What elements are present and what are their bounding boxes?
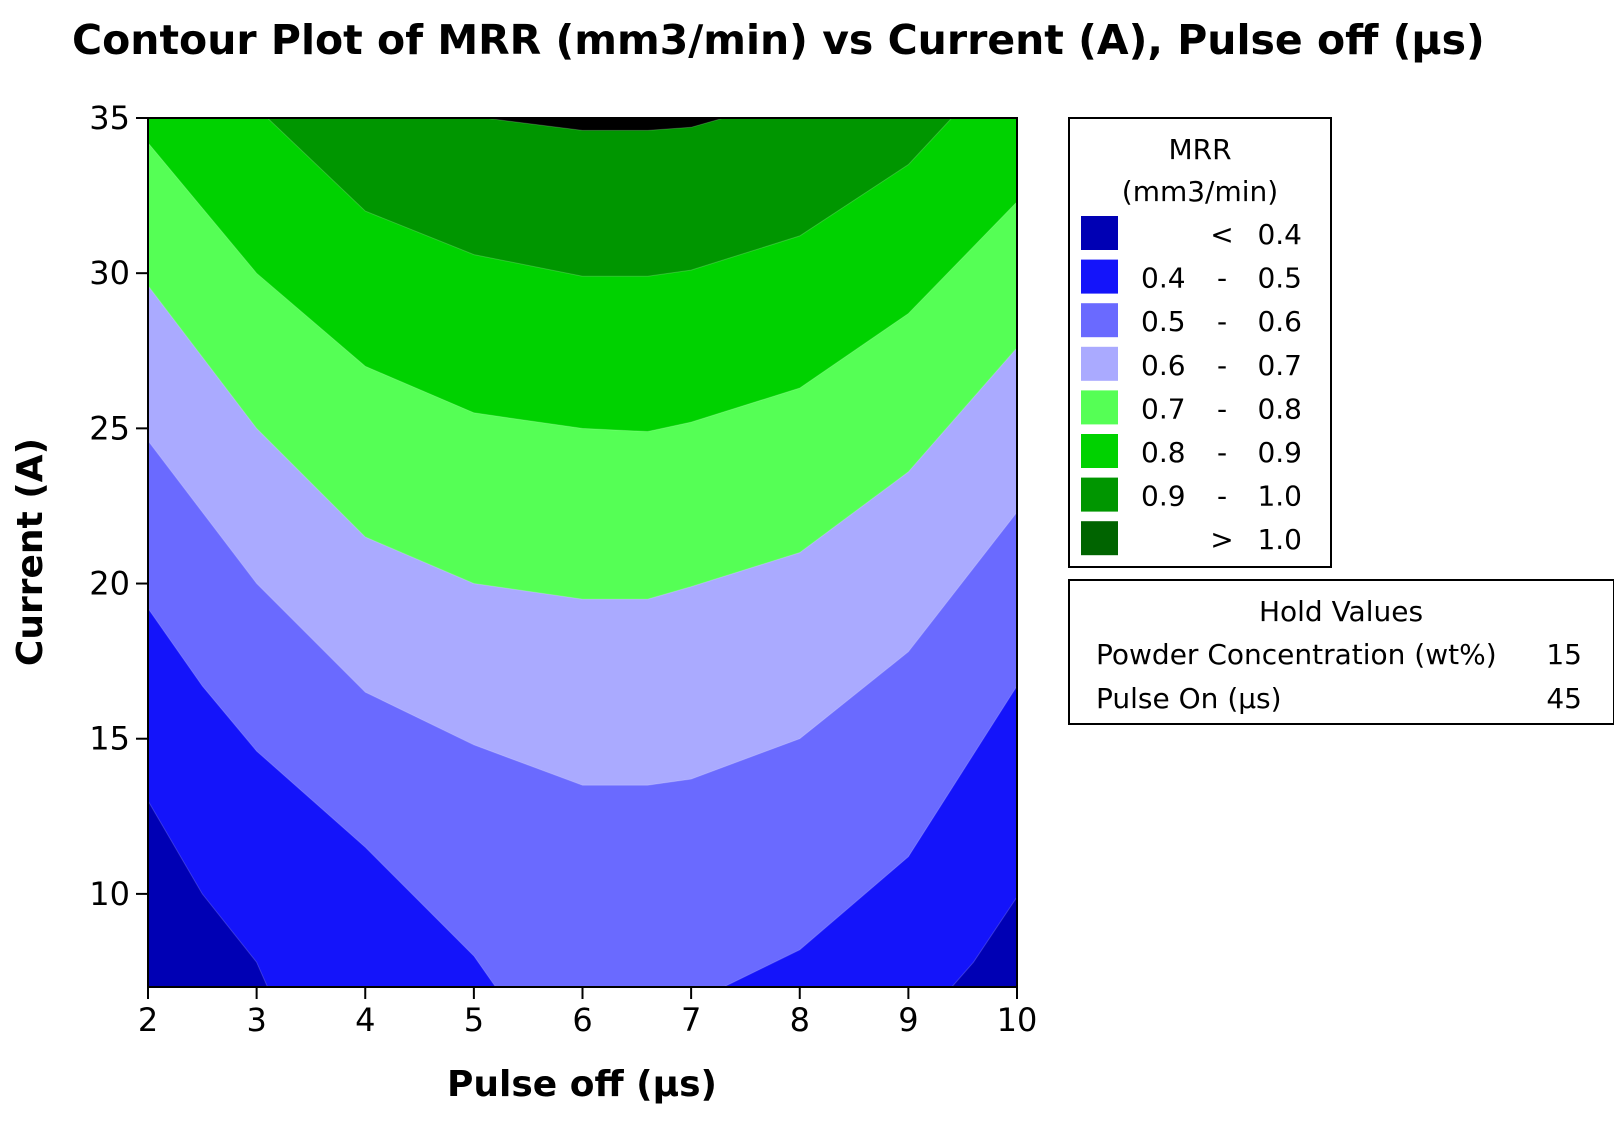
y-tick-label: 35	[89, 99, 130, 137]
hold-values-box: Hold Values Powder Concentration (wt%) 1…	[1068, 579, 1614, 725]
x-tick-label: 4	[355, 1001, 375, 1039]
x-tick-label: 7	[681, 1001, 701, 1039]
x-axis-label: Pulse off (µs)	[447, 1064, 717, 1105]
x-tick-label: 10	[997, 1001, 1038, 1039]
contour-bands	[148, 118, 1017, 987]
legend-swatch	[1081, 521, 1118, 556]
legend-high: 0.6	[1257, 305, 1302, 338]
legend-low: 0.7	[1141, 392, 1186, 425]
legend-separator: >	[1210, 523, 1233, 556]
x-tick-label: 2	[138, 1001, 158, 1039]
contour-line	[148, 142, 1017, 433]
hold-values-title: Hold Values	[1259, 595, 1423, 628]
y-tick-label: 30	[89, 254, 130, 292]
legend-subtitle: (mm3/min)	[1122, 175, 1278, 208]
legend-separator: -	[1217, 480, 1227, 513]
y-tick-label: 15	[89, 720, 130, 758]
legend-separator: -	[1217, 392, 1227, 425]
legend-separator: -	[1217, 305, 1227, 338]
legend-separator: -	[1217, 436, 1227, 469]
legend-separator: <	[1210, 218, 1233, 251]
hold-row-label: Pulse On (µs)	[1096, 682, 1282, 715]
contour-boundaries	[148, 118, 1017, 987]
contour-line	[148, 608, 497, 987]
legend-swatch	[1081, 346, 1118, 381]
hold-row-value: 15	[1546, 638, 1582, 671]
contour-line	[148, 440, 1017, 786]
y-tick-label: 10	[89, 875, 130, 913]
contour-line	[951, 896, 1017, 987]
legend-swatch	[1081, 477, 1118, 512]
legend-low: 0.6	[1141, 349, 1186, 382]
y-tick-label: 25	[89, 409, 130, 447]
legend-low: 0.8	[1141, 436, 1186, 469]
y-axis-label: Current (A)	[10, 438, 51, 666]
contour-band	[267, 118, 952, 277]
x-tick-label: 6	[572, 1001, 592, 1039]
legend-high: 1.0	[1257, 523, 1302, 556]
legend-swatch	[1081, 259, 1118, 294]
contour-line	[148, 800, 268, 987]
contour-line	[484, 118, 724, 131]
legend-high: 0.4	[1257, 218, 1302, 251]
contour-line	[267, 118, 953, 277]
legend-swatch	[1081, 216, 1118, 250]
legend-swatch	[1081, 390, 1118, 425]
legend-low: 0.9	[1141, 480, 1186, 513]
hold-row-label: Powder Concentration (wt%)	[1096, 638, 1497, 671]
legend-swatch	[1081, 434, 1118, 468]
hold-row-value: 45	[1546, 682, 1582, 715]
legend-low: 0.5	[1141, 305, 1186, 338]
legend-high: 0.8	[1257, 392, 1302, 425]
legend-high: 0.9	[1257, 436, 1302, 469]
legend-high: 0.7	[1257, 349, 1302, 382]
x-tick-label: 3	[246, 1001, 266, 1039]
y-axis: 10 15 20 25 30 35	[89, 99, 148, 913]
legend-high: 0.5	[1257, 262, 1302, 295]
x-axis: 2 3 4 5 6 7 8 9 10	[138, 987, 1038, 1039]
contour-line	[148, 285, 1017, 600]
legend-low: 0.4	[1141, 262, 1186, 295]
legend-entries: <0.40.4-0.50.5-0.60.6-0.70.7-0.80.8-0.90…	[1081, 216, 1302, 556]
legend-high: 1.0	[1257, 480, 1302, 513]
contour-line	[723, 685, 1017, 987]
legend-swatch	[1081, 303, 1118, 338]
contour-band	[484, 118, 724, 131]
hold-values-frame	[1068, 579, 1614, 725]
legend-separator: -	[1217, 349, 1227, 382]
legend-separator: -	[1217, 262, 1227, 295]
legend: MRR (mm3/min) <0.40.4-0.50.5-0.60.6-0.70…	[1068, 117, 1332, 568]
chart-title: Contour Plot of MRR (mm3/min) vs Current…	[72, 16, 1485, 64]
y-tick-label: 20	[89, 565, 130, 603]
x-tick-label: 9	[898, 1001, 918, 1039]
legend-title: MRR	[1168, 133, 1231, 166]
x-tick-label: 5	[464, 1001, 484, 1039]
x-tick-label: 8	[790, 1001, 810, 1039]
